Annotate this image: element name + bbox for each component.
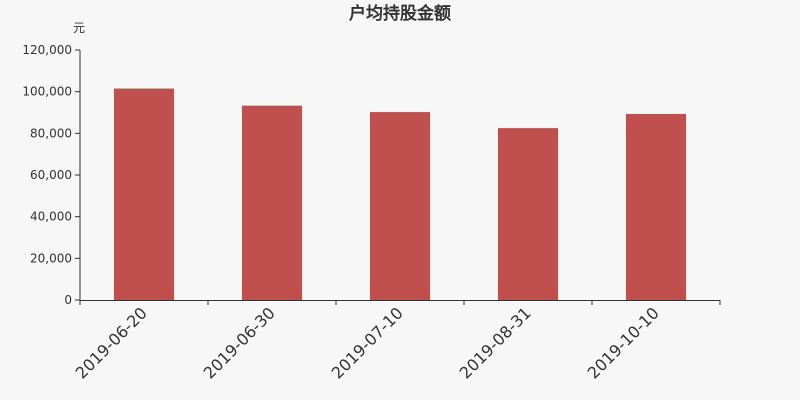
y-axis-unit-label: 元 <box>73 21 85 35</box>
y-axis: 0 20,000 40,000 60,000 80,000 100,000 120,000 <box>22 43 81 307</box>
x-tick-label: 2019-10-10 <box>584 303 663 382</box>
y-tick-label: 0 <box>64 293 72 307</box>
y-tick-label: 120,000 <box>22 43 72 57</box>
x-tick-label: 2019-06-30 <box>200 303 279 382</box>
y-tick-label: 80,000 <box>30 126 72 140</box>
x-tick-label: 2019-07-10 <box>328 303 407 382</box>
bar-2019-08-31 <box>497 128 559 300</box>
bar-2019-06-20 <box>113 88 175 301</box>
y-tick-label: 20,000 <box>30 251 72 265</box>
x-tick-label: 2019-06-20 <box>72 303 151 382</box>
bar-2019-10-10 <box>625 113 687 300</box>
x-tick-label: 2019-08-31 <box>456 303 535 382</box>
x-axis: 2019-06-20 2019-06-30 2019-07-10 2019-08-31… <box>72 300 721 383</box>
y-tick-label: 100,000 <box>22 85 72 99</box>
bar-2019-06-30 <box>241 105 303 300</box>
y-tick-label: 40,000 <box>30 210 72 224</box>
bar-2019-07-10 <box>369 112 431 300</box>
chart-title: 户均持股金额 <box>349 4 451 24</box>
bars-group <box>113 88 687 301</box>
y-tick-label: 60,000 <box>30 168 72 182</box>
